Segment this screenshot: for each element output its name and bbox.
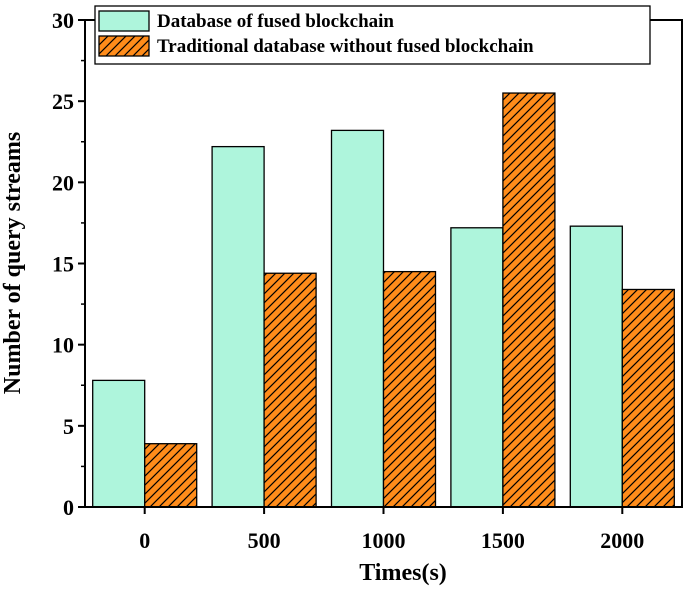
bar-traditional-2000 [621,288,675,508]
y-tick-label: 10 [52,333,74,358]
x-tick-label: 2000 [600,528,644,553]
bar-fused-2000 [569,225,623,508]
legend-swatch [98,35,150,57]
bar-fused-1500 [450,227,504,508]
bar-traditional-1000 [382,270,437,508]
y-tick-label: 30 [52,8,74,33]
legend-label: Traditional database without fused block… [157,36,534,57]
y-tick-label: 25 [52,89,74,114]
x-tick-label: 500 [248,528,281,553]
bar-traditional-0 [144,443,198,508]
y-tick-label: 0 [63,495,74,520]
x-tick-label: 0 [139,528,150,553]
x-tick-label: 1500 [481,528,525,553]
legend-swatch [98,10,150,32]
bars-layer [92,92,675,508]
y-tick-label: 20 [52,170,74,195]
bar-traditional-1500 [502,92,556,508]
y-tick-label: 5 [63,414,74,439]
bar-traditional-500 [263,272,317,508]
bar-fused-1000 [330,129,385,508]
legend: Database of fused blockchain Traditional … [94,5,651,65]
legend-label: Database of fused blockchain [157,11,394,32]
y-axis-title: Number of query streams [0,132,26,394]
bar-fused-0 [92,379,146,508]
axes-layer: 0 5 10 15 20 25 30 0 500 1000 1500 2000 [52,8,683,553]
x-axis-title: Times(s) [359,560,447,586]
y-tick-label: 15 [52,252,74,277]
legend-box [94,5,651,65]
bar-fused-500 [211,145,265,508]
x-tick-label: 1000 [362,528,406,553]
